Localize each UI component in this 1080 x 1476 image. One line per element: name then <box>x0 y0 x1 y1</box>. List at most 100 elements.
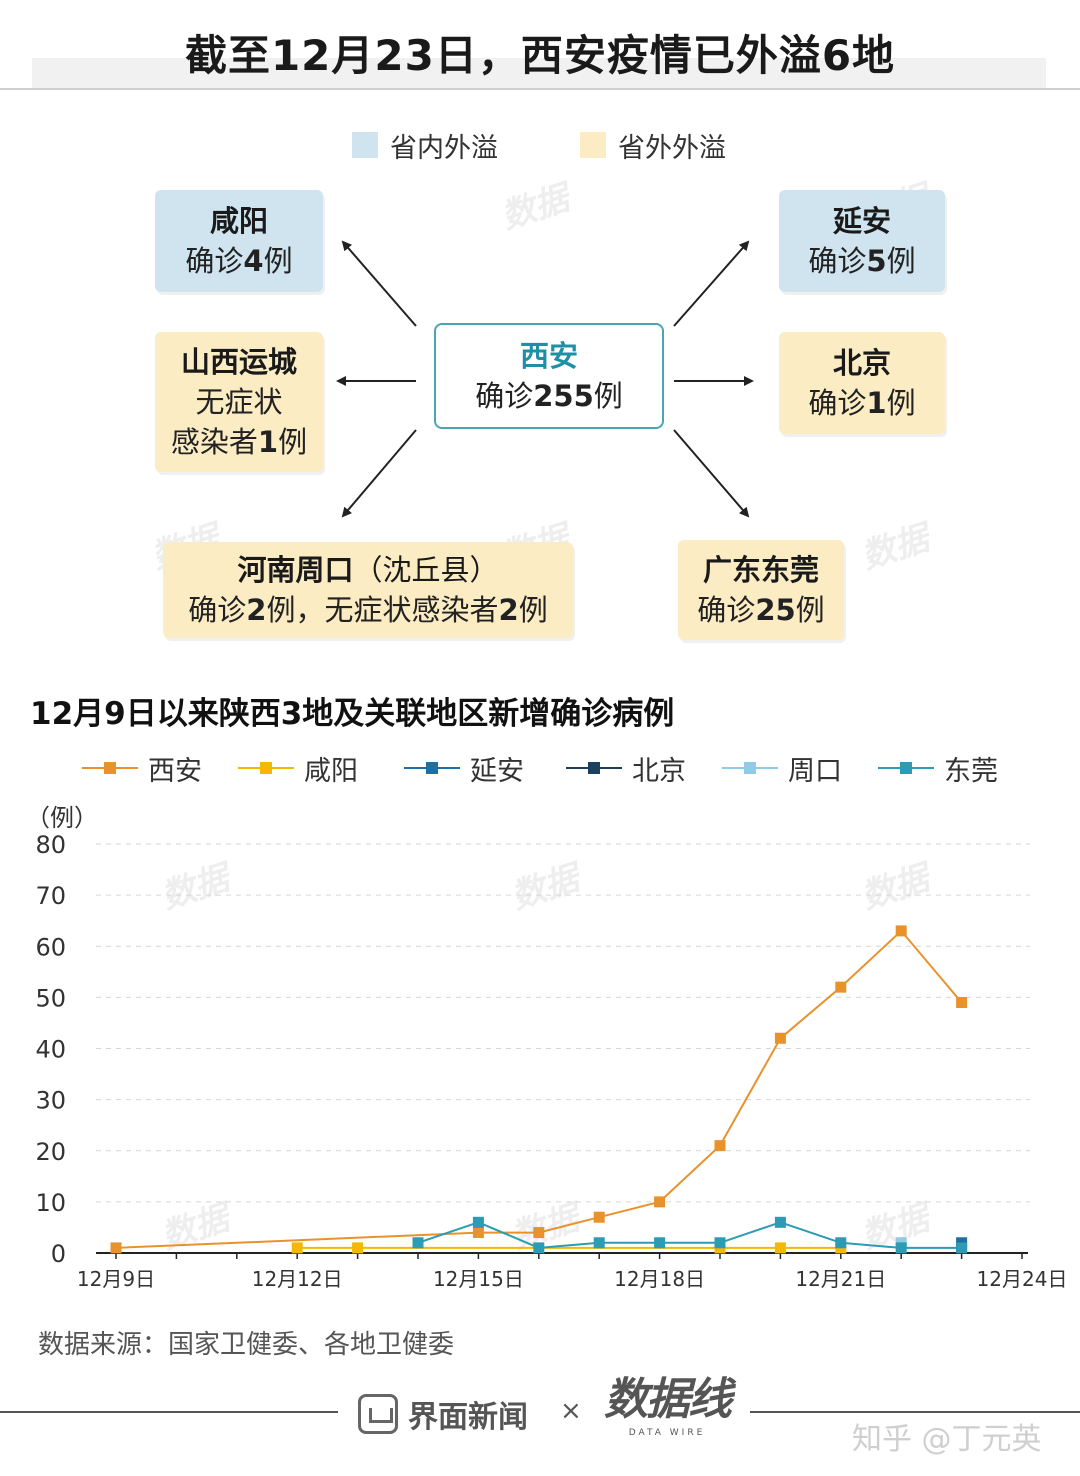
data-point-西安 <box>533 1227 545 1239</box>
box-name: 延安 <box>832 204 891 238</box>
legend-label: 省外外溢 <box>618 132 726 164</box>
legend-label: 咸阳 <box>304 755 358 787</box>
x-tick-label: 12月15日 <box>433 1267 524 1291</box>
box-line: 无症状 <box>195 385 283 419</box>
x-tick-label: 12月9日 <box>77 1267 155 1291</box>
box-name: 西安 <box>519 339 578 373</box>
box-count: 确诊5例 <box>808 244 916 278</box>
jiemian-logo-icon <box>358 1394 398 1434</box>
y-tick-label: 60 <box>35 933 66 961</box>
box-xianyang: 咸阳 确诊4例 <box>155 190 323 292</box>
x-tick-label: 12月21日 <box>795 1267 886 1291</box>
data-source: 数据来源：国家卫健委、各地卫健委 <box>38 1330 455 1360</box>
page-title: 截至12月23日，西安疫情已外溢6地 <box>184 31 896 80</box>
box-count: 确诊25例 <box>697 593 825 627</box>
y-tick-label: 50 <box>35 984 66 1012</box>
y-tick-label: 80 <box>35 831 66 859</box>
box-count: 感染者1例 <box>170 425 308 459</box>
legend-marker <box>238 762 294 774</box>
y-tick-label: 30 <box>35 1087 66 1115</box>
data-point-咸阳 <box>291 1242 303 1254</box>
box-name: 广东东莞 <box>702 553 819 587</box>
x-tick-label: 12月12日 <box>252 1267 343 1291</box>
data-point-东莞 <box>654 1237 666 1249</box>
zhihu-watermark: 知乎 @丁元英 <box>852 1422 1042 1457</box>
data-point-西安 <box>654 1196 666 1208</box>
legend-item-beijing: 北京 <box>566 750 686 787</box>
legend-item-yanan: 延安 <box>404 750 524 787</box>
title-band <box>32 58 1046 90</box>
data-point-西安 <box>774 1032 786 1044</box>
title-divider <box>0 88 1080 90</box>
y-axis-unit: （例） <box>26 804 98 832</box>
y-tick-label: 40 <box>35 1036 66 1064</box>
series-line-东莞 <box>417 1221 962 1249</box>
arrow-to-yanan <box>673 240 750 327</box>
arrow-to-xianyang <box>341 240 417 327</box>
box-shanxi-yuncheng: 山西运城 无症状 感染者1例 <box>155 332 323 472</box>
brand-subtitle: DATA WIRE <box>628 1428 706 1438</box>
brand-datawire: 数据线 DATA WIRE <box>604 1372 732 1438</box>
y-tick-label: 70 <box>35 882 66 910</box>
box-name: 山西运城 <box>180 345 297 379</box>
data-point-东莞 <box>835 1237 847 1249</box>
legend-item-dongguan: 东莞 <box>878 750 998 787</box>
arrow-to-henan <box>341 429 417 518</box>
legend-out-province: 省外外溢 <box>580 128 726 164</box>
box-count: 确诊1例 <box>808 386 916 420</box>
data-point-东莞 <box>956 1242 968 1254</box>
data-point-咸阳 <box>352 1242 364 1254</box>
chart-legend: 西安 咸阳 延安 北京 周口 东莞 <box>0 750 1080 787</box>
data-point-西安 <box>110 1242 122 1254</box>
x-tick-label: 12月18日 <box>614 1267 705 1291</box>
data-point-东莞 <box>472 1216 484 1228</box>
legend-in-province: 省内外溢 <box>352 128 498 164</box>
box-beijing: 北京 确诊1例 <box>779 332 945 434</box>
data-point-东莞 <box>774 1216 786 1228</box>
data-point-东莞 <box>714 1237 726 1249</box>
data-point-西安 <box>835 981 847 993</box>
legend-marker <box>878 762 934 774</box>
legend-swatch-out <box>580 132 606 158</box>
footer-divider-left <box>0 1411 338 1413</box>
legend-item-xianyang: 咸阳 <box>238 750 358 787</box>
legend-label: 西安 <box>148 755 202 787</box>
line-chart: 0 10 20 30 40 50 60 70 80 12月9日 12月12日 12月15日 12月18日… <box>35 831 1068 1291</box>
data-point-西安 <box>956 996 968 1008</box>
legend-marker <box>82 762 138 774</box>
legend-item-xian: 西安 <box>82 750 202 787</box>
legend-label: 北京 <box>632 755 686 787</box>
box-name: 河南周口（沈丘县） <box>237 553 499 587</box>
legend-label: 周口 <box>788 755 842 787</box>
legend-label: 东莞 <box>944 755 998 787</box>
legend-marker <box>566 762 622 774</box>
data-point-东莞 <box>593 1237 605 1249</box>
data-point-西安 <box>472 1227 484 1239</box>
box-name: 咸阳 <box>209 204 268 238</box>
chart-title: 12月9日以来陕西3地及关联地区新增确诊病例 <box>30 696 675 732</box>
legend-swatch-in <box>352 132 378 158</box>
brand-jiemian: 界面新闻 <box>358 1392 528 1436</box>
data-point-西安 <box>714 1140 726 1152</box>
box-count: 确诊255例 <box>475 379 623 413</box>
box-dongguan: 广东东莞 确诊25例 <box>678 540 844 640</box>
box-count: 确诊2例，无症状感染者2例 <box>188 593 548 627</box>
box-yanan: 延安 确诊5例 <box>779 190 945 292</box>
x-tick-label: 12月24日 <box>977 1267 1068 1291</box>
arrow-to-dongguan <box>673 429 750 518</box>
legend-item-zhoukou: 周口 <box>722 750 842 787</box>
data-point-东莞 <box>533 1242 545 1254</box>
footer-divider-right <box>750 1411 1080 1413</box>
y-tick-label: 0 <box>51 1240 66 1268</box>
legend-marker <box>722 762 778 774</box>
legend-label: 省内外溢 <box>390 132 498 164</box>
spread-arrows <box>336 240 754 518</box>
data-point-西安 <box>895 925 907 937</box>
box-name: 北京 <box>832 346 891 380</box>
legend-marker <box>404 762 460 774</box>
brand-name: 界面新闻 <box>408 1400 528 1435</box>
series-line-西安 <box>115 929 963 1249</box>
box-henan-zhoukou: 河南周口（沈丘县） 确诊2例，无症状感染者2例 <box>163 542 573 638</box>
legend-label: 延安 <box>470 755 524 787</box>
data-point-咸阳 <box>774 1242 786 1254</box>
